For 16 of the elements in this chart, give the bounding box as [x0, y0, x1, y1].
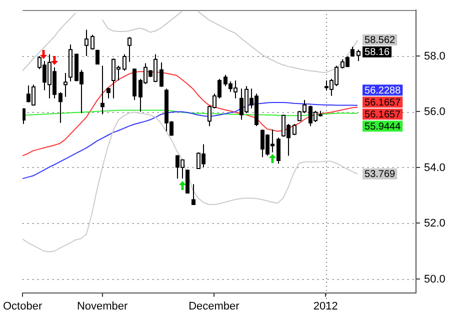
y-tick-label: 54.0 — [424, 162, 446, 174]
y-tick-label: 50.0 — [424, 273, 446, 286]
y-tick-label: 58.0 — [424, 50, 446, 63]
x-tick-label: December — [188, 300, 240, 312]
annotation: 56.1657 — [364, 109, 402, 120]
x-tick-label: October — [2, 300, 42, 312]
x-tick-label: November — [76, 300, 128, 312]
data-label: 56.2288 — [364, 85, 402, 96]
x-tick-label: 2012 — [313, 300, 338, 312]
y-tick-label: 52.0 — [424, 218, 446, 230]
annotation: 58.16 — [364, 47, 390, 58]
data-label: 55.9444 — [364, 121, 402, 132]
data-label: 58.562 — [364, 35, 396, 46]
data-label: 53.769 — [364, 169, 396, 180]
data-label: 56.1657 — [364, 97, 402, 108]
y-tick-label: 56.0 — [424, 106, 446, 118]
